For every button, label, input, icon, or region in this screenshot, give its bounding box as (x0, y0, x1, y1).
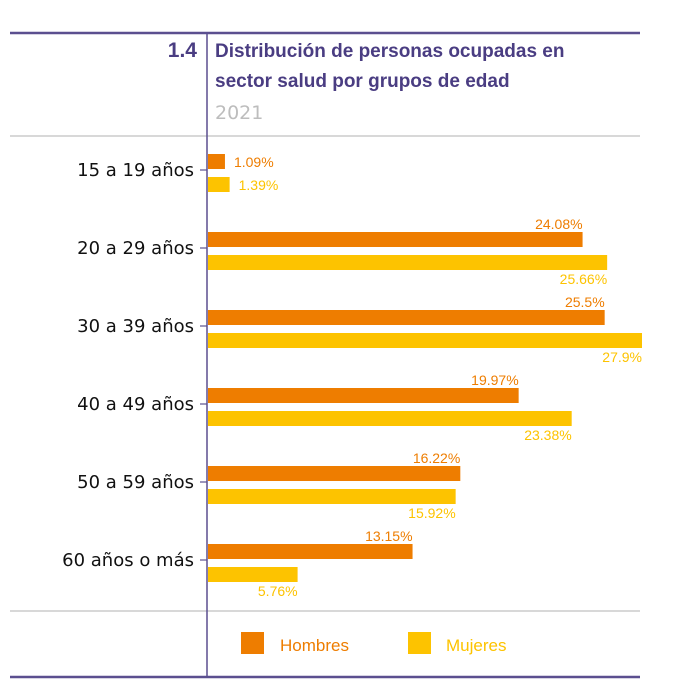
data-label-mujeres: 15.92% (408, 505, 455, 521)
category-label: 40 a 49 años (77, 394, 194, 415)
bar-hombres (208, 466, 461, 481)
bar-hombres (208, 544, 413, 559)
bar-hombres (208, 154, 225, 169)
chart-title-line-2: sector salud por grupos de edad (215, 71, 510, 92)
legend-swatch-mujeres (408, 632, 431, 654)
legend-swatch-hombres (241, 632, 264, 654)
data-label-mujeres: 1.39% (239, 177, 279, 193)
data-label-mujeres: 23.38% (524, 427, 571, 443)
bar-mujeres (208, 333, 642, 348)
bar-hombres (208, 232, 583, 247)
bar-mujeres (208, 255, 608, 270)
data-label-hombres: 16.22% (413, 450, 460, 466)
data-label-hombres: 24.08% (535, 216, 582, 232)
bar-hombres (208, 388, 519, 403)
data-label-mujeres: 25.66% (560, 271, 607, 287)
category-label: 60 años o más (62, 550, 194, 571)
chart-title-line-1: Distribución de personas ocupadas en (215, 41, 564, 62)
category-label: 30 a 39 años (77, 316, 194, 337)
chart-subtitle: 2021 (215, 102, 263, 124)
category-label: 15 a 19 años (77, 160, 194, 181)
legend-label-hombres: Hombres (280, 636, 349, 655)
category-label: 50 a 59 años (77, 472, 194, 493)
data-label-hombres: 19.97% (471, 372, 518, 388)
legend: Hombres Mujeres (241, 632, 506, 655)
bar-mujeres (208, 567, 298, 582)
bar-hombres (208, 310, 605, 325)
data-label-hombres: 25.5% (565, 294, 605, 310)
chart-number: 1.4 (168, 39, 198, 62)
data-label-mujeres: 27.9% (602, 349, 642, 365)
category-label: 20 a 29 años (77, 238, 194, 259)
bar-mujeres (208, 489, 456, 504)
bar-mujeres (208, 411, 572, 426)
data-label-mujeres: 5.76% (258, 583, 298, 599)
data-label-hombres: 1.09% (234, 154, 274, 170)
legend-label-mujeres: Mujeres (446, 636, 506, 655)
data-label-hombres: 13.15% (365, 528, 412, 544)
bar-mujeres (208, 177, 230, 192)
